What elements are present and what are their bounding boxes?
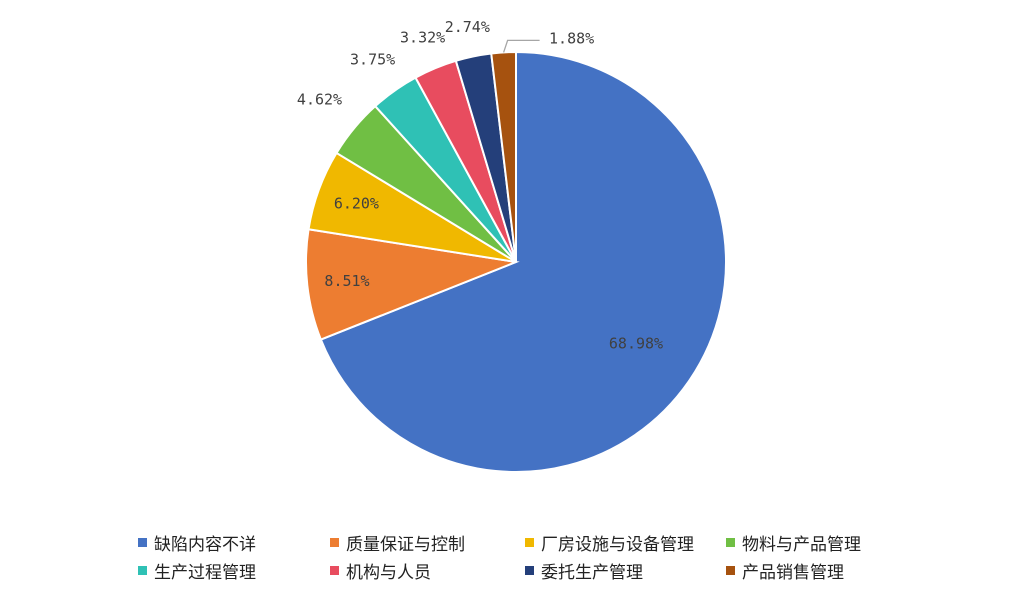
legend-swatch-5 — [330, 565, 339, 575]
data-label-2: 6.20% — [334, 195, 379, 213]
legend-label-3: 物料与产品管理 — [742, 534, 861, 555]
legend-swatch-6 — [525, 565, 534, 575]
legend-swatch-3 — [726, 537, 735, 547]
legend-row-2: 生产过程管理 机构与人员 委托生产管理 产品销售管理 — [138, 556, 898, 584]
legend-item-1: 质量保证与控制 — [330, 530, 525, 555]
legend-item-2: 厂房设施与设备管理 — [525, 530, 726, 555]
legend-label-6: 委托生产管理 — [541, 562, 643, 583]
data-label-6: 2.74% — [445, 18, 490, 36]
legend-item-0: 缺陷内容不详 — [138, 530, 330, 555]
legend-item-4: 生产过程管理 — [138, 558, 330, 583]
legend-item-6: 委托生产管理 — [525, 558, 726, 583]
data-label-4: 3.75% — [350, 51, 395, 69]
legend-swatch-2 — [525, 537, 534, 547]
data-label-1: 8.51% — [324, 272, 369, 290]
leader-line-7 — [502, 39, 540, 53]
pie-slice-1 — [304, 228, 520, 341]
legend-item-7: 产品销售管理 — [726, 558, 844, 583]
legend-label-2: 厂房设施与设备管理 — [541, 534, 694, 555]
legend-label-5: 机构与人员 — [346, 562, 431, 583]
legend-swatch-4 — [138, 565, 147, 575]
legend-swatch-1 — [330, 537, 339, 547]
legend-item-5: 机构与人员 — [330, 558, 525, 583]
legend-label-4: 生产过程管理 — [154, 562, 256, 583]
legend-label-1: 质量保证与控制 — [346, 534, 465, 555]
legend-row-1: 缺陷内容不详 质量保证与控制 厂房设施与设备管理 物料与产品管理 — [138, 528, 898, 556]
pie-slice-0 — [319, 50, 727, 473]
legend: 缺陷内容不详 质量保证与控制 厂房设施与设备管理 物料与产品管理 生产过程管理 … — [138, 528, 898, 584]
data-label-5: 3.32% — [400, 29, 445, 47]
data-label-0: 68.98% — [609, 334, 663, 352]
legend-item-3: 物料与产品管理 — [726, 530, 861, 555]
data-label-7: 1.88% — [549, 29, 594, 47]
data-label-3: 4.62% — [297, 91, 342, 109]
legend-label-7: 产品销售管理 — [742, 562, 844, 583]
legend-swatch-0 — [138, 537, 147, 547]
legend-label-0: 缺陷内容不详 — [154, 534, 256, 555]
legend-swatch-7 — [726, 565, 735, 575]
